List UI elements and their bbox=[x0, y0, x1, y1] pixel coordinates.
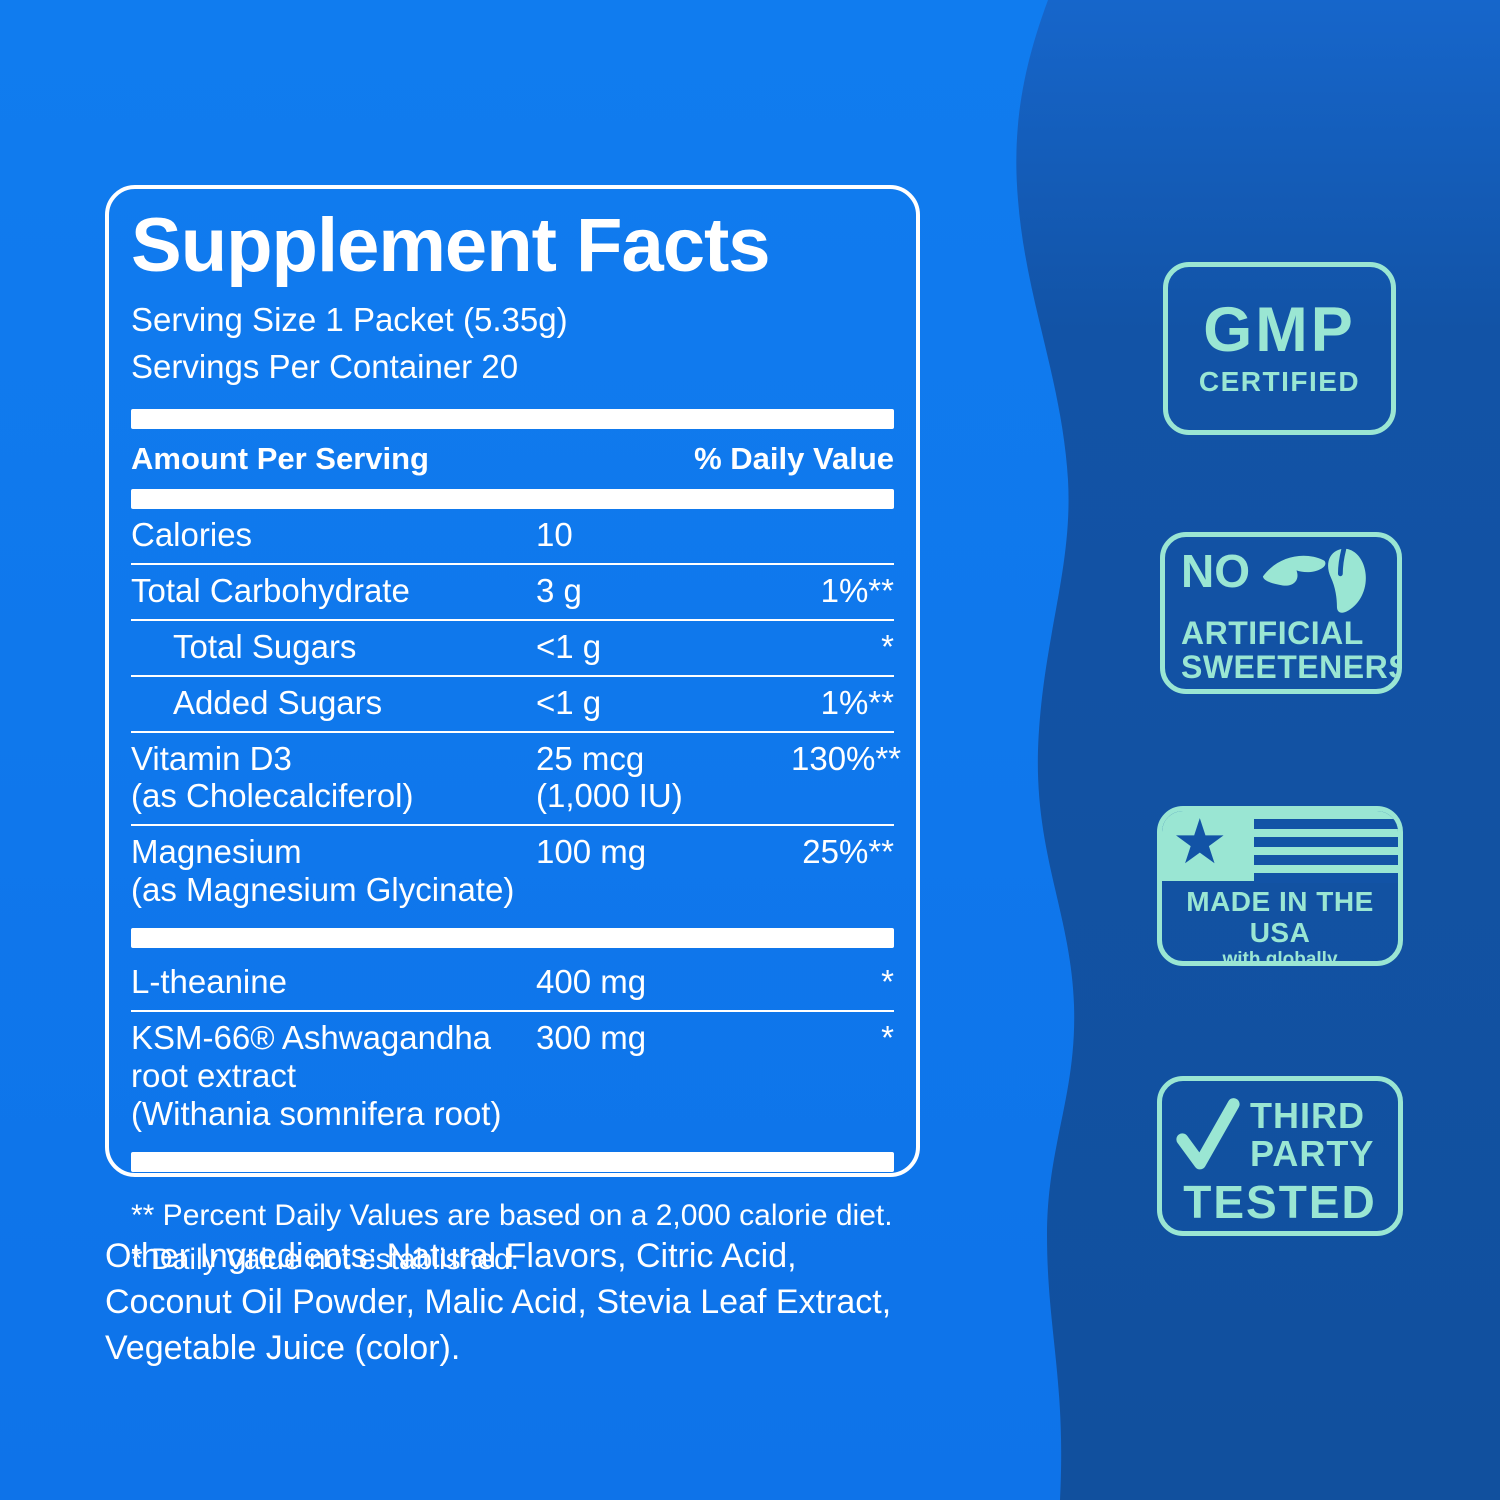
other-ingredients-text: Other Ingredients: Natural Flavors, Citr… bbox=[105, 1237, 892, 1367]
star-icon: ★ bbox=[1172, 808, 1228, 877]
table-row: Total Carbohydrate 3 g 1%** bbox=[131, 562, 894, 619]
nutrient-name: Added Sugars bbox=[173, 683, 383, 721]
nutrient-name: L-theanine bbox=[131, 963, 287, 1001]
usa-badge-sub1: with globally bbox=[1222, 948, 1338, 966]
supplement-facts-panel: Supplement Facts Serving Size 1 Packet (… bbox=[105, 185, 920, 1276]
nutrient-amount-detail: (1,000 IU) bbox=[536, 777, 683, 815]
footnote-daily-values: ** Percent Daily Values are based on a 2… bbox=[131, 1199, 893, 1233]
nutrient-name-detail: (as Magnesium Glycinate) bbox=[131, 871, 515, 909]
tpt-line-party: PARTY bbox=[1250, 1133, 1375, 1174]
nutrient-amount: 3 g bbox=[536, 571, 582, 609]
section-divider-bar bbox=[131, 928, 894, 949]
table-row: Added Sugars <1 g 1%** bbox=[131, 674, 894, 731]
nutrient-amount: 400 mg bbox=[536, 963, 647, 1001]
table-row: KSM-66® Ashwagandha root extract (Withan… bbox=[131, 1010, 894, 1142]
made-in-usa-badge: ★ MADE IN THE USA with globally sourced … bbox=[1157, 806, 1403, 966]
footnotes: ** Percent Daily Values are based on a 2… bbox=[131, 1180, 894, 1281]
nutrient-daily-value: * bbox=[881, 963, 894, 1001]
nutrient-name: Total Sugars bbox=[173, 627, 357, 665]
gmp-badge-subtitle: CERTIFIED bbox=[1198, 366, 1361, 397]
table-row: Magnesium (as Magnesium Glycinate) 100 m… bbox=[131, 824, 894, 918]
nutrient-daily-value: * bbox=[881, 627, 894, 665]
serving-size: Serving Size 1 Packet (5.35g) bbox=[131, 301, 568, 339]
nutrient-daily-value: 1%** bbox=[820, 571, 894, 609]
leaves-icon bbox=[1262, 546, 1366, 613]
nutrient-name: Total Carbohydrate bbox=[131, 571, 410, 609]
nutrient-name: Vitamin D3 bbox=[131, 739, 292, 777]
nutrient-amount: 100 mg bbox=[536, 833, 647, 871]
table-row: Vitamin D3 (as Cholecalciferol) 25 mcg (… bbox=[131, 730, 901, 825]
nutrient-name-detail: (Withania somnifera root) bbox=[131, 1095, 502, 1133]
table-header: Amount Per Serving % Daily Value bbox=[131, 429, 894, 489]
nutrient-amount: <1 g bbox=[536, 627, 602, 665]
wave-shape bbox=[1016, 0, 1500, 1500]
section-divider-bar bbox=[131, 408, 894, 429]
section-divider-bar bbox=[131, 1152, 894, 1173]
tpt-line-tested: TESTED bbox=[1183, 1176, 1377, 1228]
nas-line-sweeteners: SWEETENERS bbox=[1181, 648, 1402, 685]
usa-badge-title: MADE IN THE USA bbox=[1186, 886, 1374, 948]
nutrient-daily-value: 130%** bbox=[791, 739, 902, 777]
nutrient-daily-value: 1%** bbox=[820, 683, 894, 721]
checkmark-icon bbox=[1176, 1098, 1240, 1170]
nutrient-amount: <1 g bbox=[536, 683, 602, 721]
botanical-rows: L-theanine 400 mg * KSM-66® Ashwagandha … bbox=[131, 956, 894, 1142]
table-row: Total Sugars <1 g * bbox=[131, 618, 894, 675]
column-header-daily-value: % Daily Value bbox=[694, 440, 894, 476]
nutrient-rows: Calories 10 Total Carbohydrate 3 g 1%** … bbox=[131, 509, 901, 919]
nutrient-name: Magnesium bbox=[131, 833, 302, 871]
tpt-line-third: THIRD bbox=[1250, 1095, 1365, 1137]
table-row: L-theanine 400 mg * bbox=[131, 956, 894, 1010]
table-row: Calories 10 bbox=[131, 509, 894, 563]
nutrient-name-detail: (as Cholecalciferol) bbox=[131, 777, 414, 815]
footnote-not-established: * Daily Value not established. bbox=[131, 1242, 520, 1276]
flag-stripes bbox=[1254, 811, 1398, 883]
nutrient-daily-value: 25%** bbox=[802, 833, 894, 871]
nutrient-daily-value bbox=[791, 516, 894, 554]
servings-per-container: Servings Per Container 20 bbox=[131, 347, 519, 385]
nutrient-daily-value: * bbox=[881, 1019, 894, 1057]
no-artificial-sweeteners-badge: NO ARTIFICIAL SWEETENERS bbox=[1160, 532, 1402, 694]
section-divider-bar bbox=[131, 488, 894, 509]
nas-line-artificial: ARTIFICIAL bbox=[1181, 615, 1364, 651]
gmp-certified-badge: GMP CERTIFIED bbox=[1163, 262, 1396, 435]
nutrient-name: KSM-66® Ashwagandha bbox=[131, 1019, 492, 1057]
third-party-tested-badge: THIRD PARTY TESTED bbox=[1157, 1076, 1403, 1236]
usa-flag-icon: ★ bbox=[1162, 811, 1398, 883]
nutrient-name-detail: root extract bbox=[131, 1057, 297, 1095]
nas-line-no: NO bbox=[1181, 545, 1250, 597]
nutrient-name: Calories bbox=[131, 515, 253, 553]
nutrient-amount: 10 bbox=[536, 515, 573, 553]
nutrient-amount: 25 mcg bbox=[536, 739, 645, 777]
nutrient-amount: 300 mg bbox=[536, 1019, 647, 1057]
panel-title: Supplement Facts bbox=[131, 203, 771, 288]
gmp-badge-title: GMP bbox=[1203, 295, 1356, 365]
column-header-amount: Amount Per Serving bbox=[131, 440, 429, 476]
